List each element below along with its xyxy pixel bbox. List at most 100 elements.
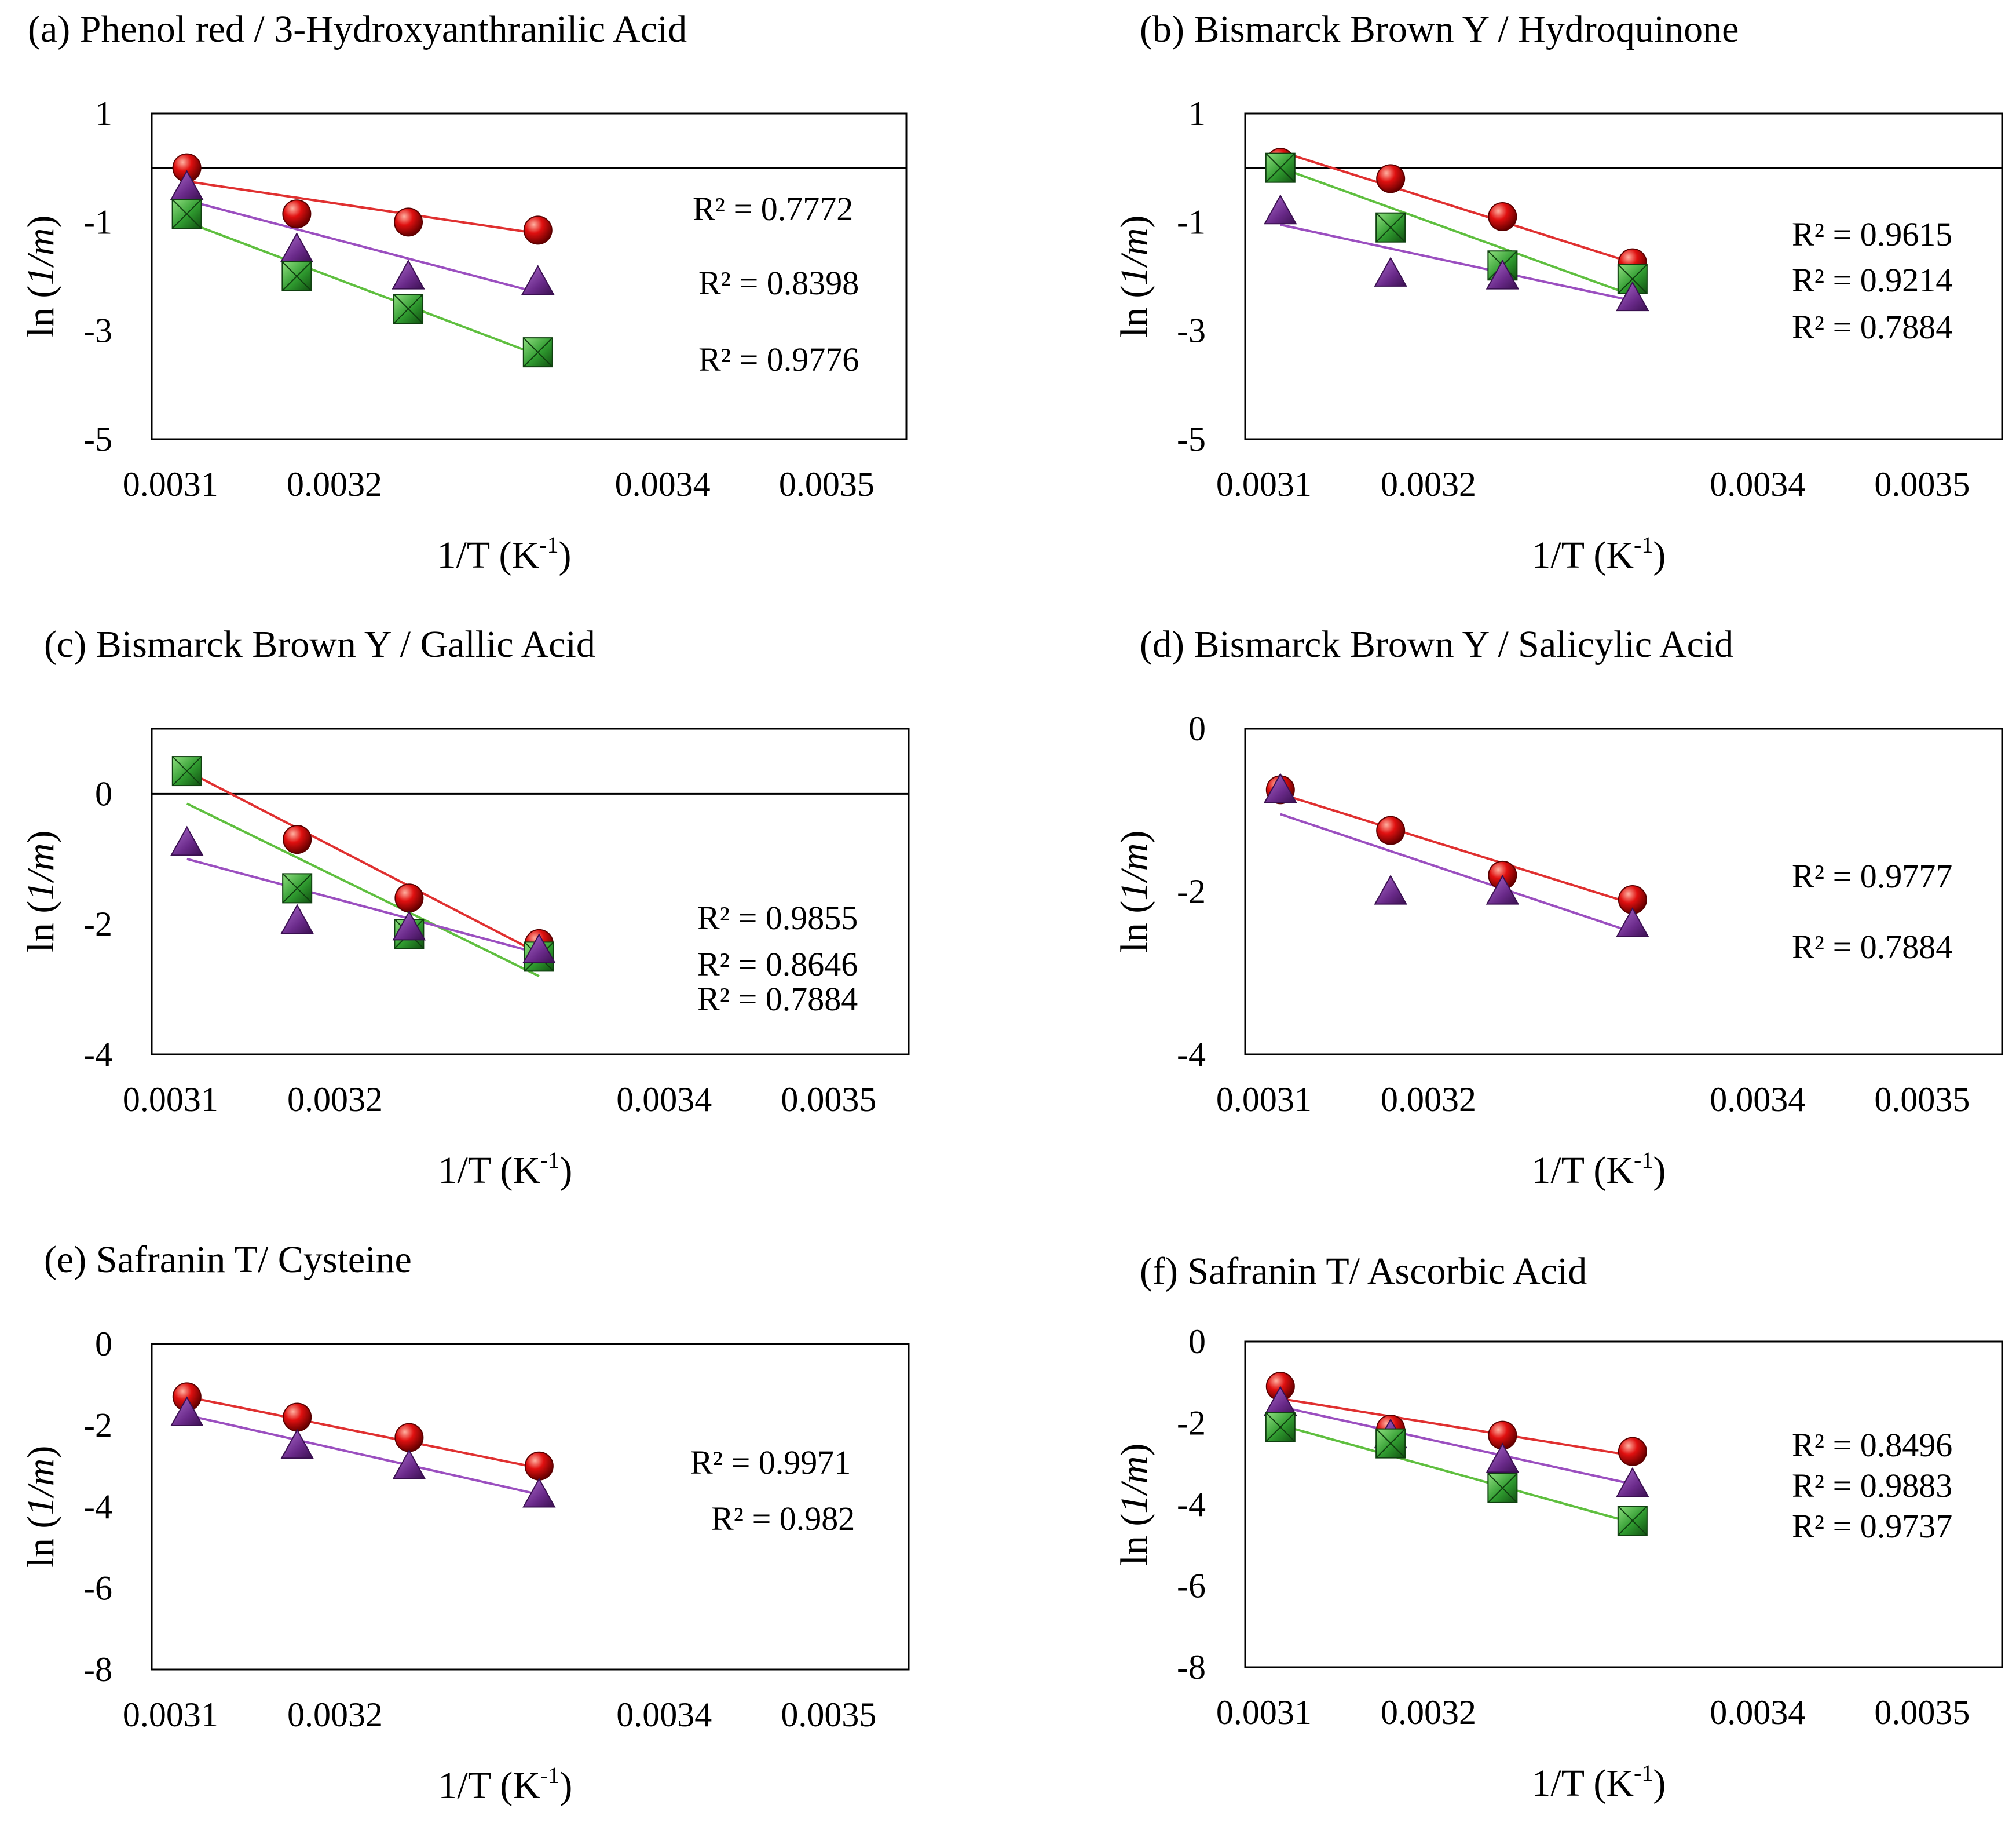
x-tick-label: 0.0032 bbox=[1381, 1693, 1476, 1731]
x-axis-label-sup: -1 bbox=[540, 1147, 559, 1173]
trendline-purple bbox=[186, 857, 540, 955]
trendline-red bbox=[1280, 792, 1633, 905]
x-axis-label: 1/T (K-1) bbox=[1531, 1147, 1666, 1192]
x-axis-label-end: ) bbox=[558, 534, 571, 576]
point-purple bbox=[1616, 1467, 1649, 1497]
x-tick-label: 0.0032 bbox=[287, 1696, 383, 1734]
panel-title: (a) Phenol red / 3-Hydroxyanthranilic Ac… bbox=[28, 8, 687, 50]
y-axis-label-post: ) bbox=[20, 1446, 62, 1459]
x-axis-label-sup: -1 bbox=[539, 532, 558, 558]
y-tick-label: 0 bbox=[1188, 710, 1206, 748]
panel-title: (d) Bismarck Brown Y / Salicylic Acid bbox=[1140, 623, 1733, 666]
x-axis-label-main: 1/T (K bbox=[1531, 1149, 1634, 1192]
x-tick-label: 0.0031 bbox=[1216, 465, 1312, 503]
x-tick-label: 0.0035 bbox=[781, 1696, 876, 1734]
r2-label: R² = 0.9883 bbox=[1792, 1467, 1952, 1504]
y-tick-label: -2 bbox=[1177, 872, 1206, 911]
y-tick-label: -5 bbox=[1177, 420, 1206, 458]
x-tick-label: 0.0032 bbox=[287, 465, 382, 503]
point-purple bbox=[170, 1396, 204, 1427]
panel-e: (e) Safranin T/ Cysteine 0.0031 0.0032 0.00… bbox=[20, 1239, 910, 1807]
x-tick-label: 0.0034 bbox=[616, 1080, 712, 1119]
trendline-red bbox=[186, 770, 540, 955]
trendline-purple bbox=[1280, 1405, 1633, 1485]
y-axis-label-italic: 1/m bbox=[1113, 1456, 1155, 1514]
y-tick-label: 0 bbox=[95, 774, 112, 813]
point-green-edge bbox=[393, 294, 423, 324]
x-tick-label: 0.0031 bbox=[123, 465, 218, 503]
point-green-edge bbox=[1487, 1473, 1518, 1503]
trendline-green bbox=[186, 221, 539, 356]
r2-label: R² = 0.7884 bbox=[697, 980, 858, 1018]
x-tick-label: 0.0035 bbox=[1874, 1693, 1970, 1731]
y-axis-label-post: ) bbox=[20, 831, 62, 843]
x-tick-label: 0.0032 bbox=[1381, 465, 1476, 503]
point-green-edge bbox=[1618, 1506, 1648, 1536]
point-red bbox=[282, 199, 312, 229]
x-axis-label-main: 1/T (K bbox=[438, 1149, 540, 1192]
x-tick-label: 0.0034 bbox=[616, 1696, 712, 1734]
point-purple bbox=[392, 1449, 426, 1479]
point-purple bbox=[280, 1429, 314, 1459]
point-purple bbox=[1616, 907, 1649, 937]
y-axis-label-italic: 1/m bbox=[20, 843, 62, 901]
point-green-edge bbox=[1265, 152, 1296, 183]
y-axis-label: ln (1/m) bbox=[20, 831, 62, 953]
x-axis-label-end: ) bbox=[1653, 1149, 1666, 1192]
trendline-green bbox=[1280, 1424, 1633, 1524]
point-green-edge bbox=[1375, 212, 1406, 243]
point-red bbox=[523, 215, 553, 245]
r2-label: R² = 0.982 bbox=[711, 1500, 855, 1537]
r2-label: R² = 0.7772 bbox=[693, 190, 853, 228]
trendline-purple bbox=[1280, 813, 1633, 934]
point-green-edge bbox=[1375, 1428, 1406, 1459]
y-axis-label: ln (1/m) bbox=[1113, 1444, 1155, 1566]
y-axis-label-post: ) bbox=[1113, 215, 1155, 228]
x-axis-label-sup: -1 bbox=[1634, 532, 1653, 558]
y-axis-label-post: ) bbox=[20, 215, 62, 228]
point-red bbox=[283, 825, 312, 854]
y-tick-label: -3 bbox=[1177, 312, 1206, 350]
y-axis-label: ln (1/m) bbox=[20, 1446, 62, 1568]
point-purple bbox=[1374, 874, 1407, 905]
y-tick-label: 0 bbox=[95, 1325, 112, 1363]
x-axis-label: 1/T (K-1) bbox=[1531, 532, 1666, 576]
panel-f: (f) Safranin T/ Ascorbic Acid 0.0031 0.003… bbox=[1113, 1250, 2003, 1804]
trendline-red bbox=[1280, 1397, 1633, 1457]
trendline-red bbox=[186, 1395, 540, 1470]
y-axis-label-pre: ln ( bbox=[1113, 901, 1155, 953]
point-purple bbox=[1264, 194, 1297, 225]
x-axis-label-end: ) bbox=[559, 1764, 572, 1807]
y-tick-label: -1 bbox=[1177, 203, 1206, 241]
r2-label: R² = 0.9777 bbox=[1792, 857, 1952, 895]
point-green-edge bbox=[281, 261, 312, 291]
x-axis-label-sup: -1 bbox=[540, 1762, 559, 1788]
point-red bbox=[394, 1423, 424, 1452]
x-tick-label: 0.0035 bbox=[781, 1080, 876, 1119]
x-tick-label: 0.0035 bbox=[1874, 1080, 1970, 1119]
y-axis-label-post: ) bbox=[1113, 831, 1155, 843]
x-axis-label: 1/T (K-1) bbox=[438, 1147, 572, 1192]
plot-frame bbox=[151, 728, 910, 1055]
r2-label: R² = 0.7884 bbox=[1792, 308, 1952, 346]
point-red bbox=[1618, 1437, 1647, 1466]
x-axis-label-main: 1/T (K bbox=[438, 1764, 540, 1807]
y-axis-label-post: ) bbox=[1113, 1444, 1155, 1456]
y-tick-label: 1 bbox=[95, 94, 112, 133]
point-red bbox=[394, 207, 423, 237]
plot-frame bbox=[1244, 112, 2003, 440]
y-tick-label: -6 bbox=[1177, 1567, 1206, 1605]
x-axis-label-end: ) bbox=[1653, 534, 1666, 576]
y-tick-label: -8 bbox=[83, 1650, 112, 1689]
point-purple bbox=[522, 1477, 556, 1508]
y-axis-label-pre: ln ( bbox=[20, 286, 62, 338]
x-tick-label: 0.0035 bbox=[779, 465, 875, 503]
point-purple bbox=[1486, 874, 1520, 905]
point-red bbox=[283, 1402, 312, 1432]
point-purple bbox=[392, 259, 425, 290]
y-axis-label-italic: 1/m bbox=[1113, 228, 1155, 286]
y-axis-label-pre: ln ( bbox=[1113, 286, 1155, 338]
r2-label: R² = 0.7884 bbox=[1792, 928, 1952, 966]
x-axis-label-main: 1/T (K bbox=[1531, 1762, 1634, 1804]
